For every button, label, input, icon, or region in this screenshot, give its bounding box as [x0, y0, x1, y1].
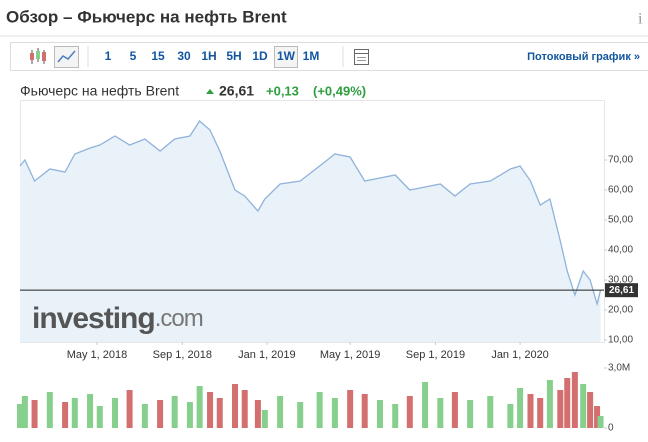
volume-bar — [241, 390, 248, 428]
volume-bar — [21, 396, 28, 428]
volume-bar — [517, 388, 524, 428]
info-icon[interactable]: i — [638, 11, 643, 28]
volume-bar — [467, 400, 474, 428]
volume-bar — [232, 384, 239, 428]
volume-bar — [487, 396, 494, 428]
up-arrow — [206, 89, 214, 94]
settings-icon[interactable] — [354, 49, 369, 65]
interval-button[interactable]: 15 — [151, 49, 165, 63]
area-fill — [20, 121, 601, 342]
volume-bar — [171, 396, 178, 428]
volume-bar — [46, 392, 53, 428]
interval-active[interactable] — [274, 46, 298, 68]
volume-bar — [126, 390, 133, 428]
interval-button[interactable]: 1 — [105, 49, 112, 63]
volume-bar — [17, 404, 23, 428]
volume-bar — [157, 400, 164, 428]
x-tick-label: Jan 1, 2019 — [238, 349, 296, 361]
volume-bar — [347, 390, 354, 428]
y-tick-label: 60,00 — [608, 185, 633, 196]
y-tick-label: 20,00 — [608, 305, 633, 316]
volume-bar — [507, 404, 514, 428]
volume-bar — [277, 396, 284, 428]
last-price-tag — [605, 283, 638, 298]
volume-tick-label: 3,0M — [608, 363, 630, 374]
volume-bar — [196, 386, 203, 428]
quote-change: +0,13 — [266, 83, 299, 98]
volume-bar — [141, 404, 148, 428]
volume-bar — [527, 394, 534, 428]
volume-bar — [406, 396, 413, 428]
y-tick-label: 50,00 — [608, 215, 633, 226]
interval-button[interactable]: 1M — [303, 49, 320, 63]
volume-bar — [297, 402, 304, 428]
x-tick-label: Sep 1, 2019 — [406, 349, 465, 361]
watermark-brand: investing — [32, 302, 155, 335]
volume-bar — [571, 372, 578, 428]
volume-bar — [451, 392, 458, 428]
volume-bar — [31, 400, 38, 428]
volume-bar — [216, 398, 223, 428]
volume-bar — [186, 402, 193, 428]
y-tick-label: 10,00 — [608, 335, 633, 346]
volume-bar — [597, 416, 604, 428]
x-tick-label: May 1, 2018 — [67, 349, 128, 361]
volume-tick-label: 0 — [608, 423, 614, 434]
interval-button[interactable]: 30 — [177, 49, 191, 63]
x-tick-label: Sep 1, 2018 — [153, 349, 212, 361]
volume-bar — [546, 380, 553, 428]
y-tick-label: 40,00 — [608, 245, 633, 256]
quote-change-pct: (+0,49%) — [313, 83, 366, 98]
volume-bar — [96, 406, 103, 428]
volume-bar — [261, 410, 268, 428]
volume-bar — [587, 392, 594, 428]
volume-bar — [557, 390, 564, 428]
watermark: investing.com — [32, 302, 203, 335]
volume-bar — [580, 384, 587, 428]
interval-button[interactable]: 1H — [201, 49, 216, 63]
price-line — [19, 120, 602, 307]
volume-bar — [392, 404, 399, 428]
quote-price: 26,61 — [219, 83, 254, 99]
stream-link[interactable]: Потоковый график » — [527, 51, 640, 63]
volume-bar — [422, 382, 429, 428]
last-price-label: 26,61 — [609, 285, 634, 296]
interval-button[interactable]: 5 — [130, 49, 137, 63]
line-icon — [57, 50, 76, 63]
watermark-domain: .com — [155, 305, 203, 332]
quote-name: Фьючерс на нефть Brent — [20, 83, 179, 99]
x-tick-label: May 1, 2019 — [320, 349, 381, 361]
volume-bar — [112, 398, 119, 428]
volume-bar — [62, 402, 69, 428]
volume-bar — [254, 400, 261, 428]
volume-bar — [207, 392, 214, 428]
line-icon-active[interactable] — [54, 46, 79, 68]
interval-button[interactable]: 1W — [277, 49, 296, 63]
volume-bar — [316, 392, 323, 428]
volume-bar — [594, 406, 601, 428]
volume-bar — [537, 398, 544, 428]
page-title: Обзор – Фьючерс на нефть Brent — [6, 7, 287, 26]
volume-bar — [71, 398, 78, 428]
y-tick-label: 30,00 — [608, 275, 633, 286]
candle-icon[interactable] — [30, 48, 46, 64]
interval-button[interactable]: 5H — [226, 49, 241, 63]
interval-button[interactable]: 1D — [252, 49, 268, 63]
toolbar — [10, 42, 648, 71]
volume-bar — [331, 398, 338, 428]
volume-bar — [376, 400, 383, 428]
y-tick-label: 70,00 — [608, 155, 633, 166]
volume-bar — [437, 398, 444, 428]
volume-bar — [87, 394, 94, 428]
volume-bar — [564, 378, 571, 428]
volume-bar — [361, 394, 368, 428]
x-tick-label: Jan 1, 2020 — [491, 349, 549, 361]
